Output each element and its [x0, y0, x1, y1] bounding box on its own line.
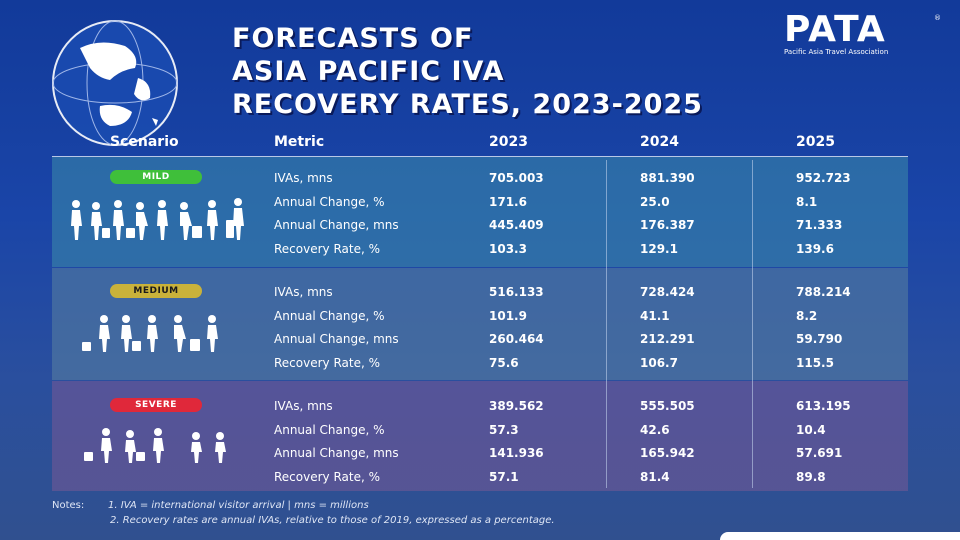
medium-annual-change-mns-2024: 212.291	[640, 332, 695, 346]
medium-annual-change-mns-2023: 260.464	[489, 332, 544, 346]
mild-recovery-rate-2025: 139.6	[796, 242, 834, 256]
note-1: 1. IVA = international visitor arrival |…	[108, 500, 369, 511]
medium-recovery-rate-2025: 115.5	[796, 356, 834, 370]
column-divider-2024	[606, 160, 607, 488]
header-divider	[52, 156, 908, 157]
mild-annual-change-mns-2024: 176.387	[640, 218, 695, 232]
severe-ivas-2025: 613.195	[796, 399, 851, 413]
medium-annual-change-mns-2025: 59.790	[796, 332, 843, 346]
severe-annual-change-pct-2025: 10.4	[796, 423, 826, 437]
header-2025: 2025	[796, 134, 835, 150]
header-2023: 2023	[489, 134, 528, 150]
severe-metric-annual-change-pct: Annual Change, %	[274, 423, 385, 437]
severe-metric-recovery-rate: Recovery Rate, %	[274, 470, 381, 484]
mild-annual-change-pct-2024: 25.0	[640, 195, 670, 209]
mild-ivas-2024: 881.390	[640, 171, 695, 185]
medium-metric-annual-change-pct: Annual Change, %	[274, 309, 385, 323]
severe-annual-change-mns-2025: 57.691	[796, 446, 843, 460]
mild-recovery-rate-2024: 129.1	[640, 242, 678, 256]
travelers-icon	[71, 198, 244, 240]
notes: Notes: 1. IVA = international visitor arr…	[52, 498, 555, 528]
footer-accent	[720, 532, 960, 540]
severe-metric-ivas: IVAs, mns	[274, 399, 333, 413]
table-header: Scenario Metric 2023 2024 2025	[52, 134, 908, 154]
column-divider-2025	[752, 160, 753, 488]
mild-metric-annual-change-pct: Annual Change, %	[274, 195, 385, 209]
header-metric: Metric	[274, 134, 325, 150]
title-line-2: ASIA PACIFIC IVA	[232, 56, 505, 87]
mild-metric-ivas: IVAs, mns	[274, 171, 333, 185]
globe-icon	[52, 20, 178, 146]
severe-recovery-rate-2025: 89.8	[796, 470, 826, 484]
scenario-badge-medium: MEDIUM	[110, 284, 202, 298]
medium-annual-change-pct-2025: 8.2	[796, 309, 818, 323]
scenario-badge-severe: SEVERE	[110, 398, 202, 412]
medium-ivas-2025: 788.214	[796, 285, 851, 299]
mild-recovery-rate-2023: 103.3	[489, 242, 527, 256]
medium-metric-ivas: IVAs, mns	[274, 285, 333, 299]
mild-annual-change-mns-2023: 445.409	[489, 218, 544, 232]
scenario-badge-mild: MILD	[110, 170, 202, 184]
mild-annual-change-mns-2025: 71.333	[796, 218, 843, 232]
title-line-3: RECOVERY RATES, 2023-2025	[232, 89, 703, 120]
mild-ivas-2025: 952.723	[796, 171, 851, 185]
mild-annual-change-pct-2025: 8.1	[796, 195, 818, 209]
severe-ivas-2024: 555.505	[640, 399, 695, 413]
logo-subtitle: Pacific Asia Travel Association	[784, 48, 889, 56]
severe-annual-change-pct-2024: 42.6	[640, 423, 670, 437]
notes-label: Notes:	[52, 500, 85, 511]
mild-metric-recovery-rate: Recovery Rate, %	[274, 242, 381, 256]
mild-annual-change-pct-2023: 171.6	[489, 195, 527, 209]
severe-recovery-rate-2023: 57.1	[489, 470, 519, 484]
medium-annual-change-pct-2024: 41.1	[640, 309, 670, 323]
travelers-icon-severe	[84, 428, 226, 463]
header-scenario: Scenario	[110, 134, 179, 150]
medium-recovery-rate-2023: 75.6	[489, 356, 519, 370]
mild-ivas-2023: 705.003	[489, 171, 544, 185]
medium-annual-change-pct-2023: 101.9	[489, 309, 527, 323]
severe-metric-annual-change-mns: Annual Change, mns	[274, 446, 399, 460]
header-2024: 2024	[640, 134, 679, 150]
medium-ivas-2024: 728.424	[640, 285, 695, 299]
medium-metric-recovery-rate: Recovery Rate, %	[274, 356, 381, 370]
note-2: 2. Recovery rates are annual IVAs, relat…	[110, 515, 555, 526]
severe-annual-change-pct-2023: 57.3	[489, 423, 519, 437]
severe-annual-change-mns-2024: 165.942	[640, 446, 695, 460]
pata-logo: PATA Pacific Asia Travel Association ®	[784, 10, 944, 62]
severe-annual-change-mns-2023: 141.936	[489, 446, 544, 460]
medium-ivas-2023: 516.133	[489, 285, 544, 299]
title-line-1: FORECASTS OF	[232, 23, 474, 54]
page-title: FORECASTS OF ASIA PACIFIC IVA RECOVERY R…	[232, 22, 703, 121]
medium-metric-annual-change-mns: Annual Change, mns	[274, 332, 399, 346]
travelers-icon-medium	[82, 315, 218, 352]
mild-metric-annual-change-mns: Annual Change, mns	[274, 218, 399, 232]
logo-text: PATA	[784, 9, 886, 50]
severe-ivas-2023: 389.562	[489, 399, 544, 413]
logo-registered-mark: ®	[934, 14, 941, 22]
severe-recovery-rate-2024: 81.4	[640, 470, 670, 484]
medium-recovery-rate-2024: 106.7	[640, 356, 678, 370]
